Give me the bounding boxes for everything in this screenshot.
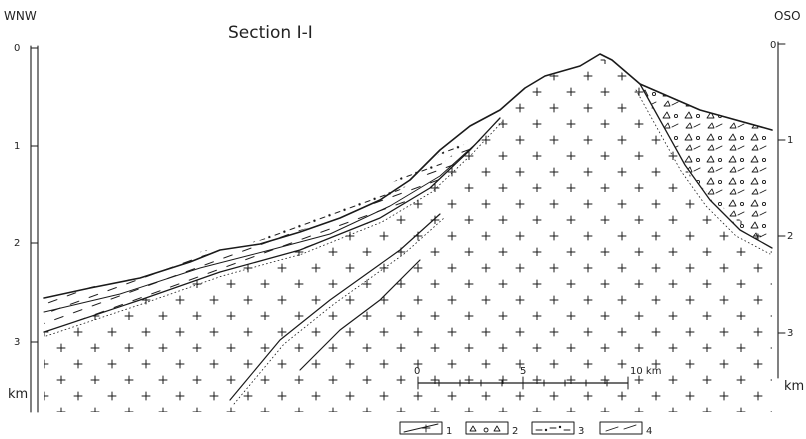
- left-tick-0: 0: [14, 43, 20, 54]
- breccia-wedge: [640, 84, 772, 248]
- sediment-base-contact: [43, 117, 501, 333]
- right-tick-3: 3: [787, 328, 793, 339]
- right-depth-axis: 0 1 2 3 km: [770, 40, 804, 394]
- left-tick-1: 1: [14, 141, 20, 152]
- internal-contact: [43, 139, 481, 313]
- fault-line-1: [229, 213, 441, 401]
- section-title: Section I-I: [228, 23, 313, 43]
- left-tick-3: 3: [14, 337, 20, 348]
- right-tick-1: 1: [787, 135, 793, 146]
- right-tick-2: 2: [787, 231, 793, 242]
- svg-text:4: 4: [646, 426, 652, 437]
- dashed-sediment-layer: [44, 130, 480, 332]
- legend-item-2: 2: [465, 421, 518, 437]
- scale-bar: 0 5 10 km: [414, 366, 661, 390]
- scale-tick-10: 10 km: [630, 366, 661, 377]
- topographic-surface: [43, 53, 773, 299]
- svg-text:3: 3: [578, 426, 584, 437]
- left-unit-label: km: [8, 387, 28, 402]
- fault-hatch-1: [233, 217, 445, 405]
- right-direction-label: OSO: [774, 9, 801, 23]
- wedge-base-contact: [639, 83, 773, 249]
- scale-tick-5: 5: [520, 366, 526, 377]
- left-depth-axis: 0 1 2 3 km: [8, 43, 39, 413]
- wedge-base-hatch: [635, 89, 771, 255]
- sediment-base-hatch: [45, 121, 503, 337]
- svg-text:1: 1: [446, 426, 452, 437]
- scale-tick-0: 0: [414, 366, 420, 377]
- fault-line-2: [299, 259, 421, 371]
- legend: 1 2 3 4: [399, 421, 652, 437]
- legend-item-1: 1: [399, 421, 452, 437]
- svg-text:2: 2: [512, 426, 518, 437]
- legend-item-3: 3: [531, 421, 584, 437]
- right-unit-label: km: [784, 379, 804, 394]
- legend-item-4: 4: [599, 421, 652, 437]
- granite-basement: [44, 56, 772, 412]
- right-tick-0: 0: [770, 40, 776, 51]
- left-direction-label: WNW: [4, 9, 37, 23]
- left-tick-2: 2: [14, 238, 20, 249]
